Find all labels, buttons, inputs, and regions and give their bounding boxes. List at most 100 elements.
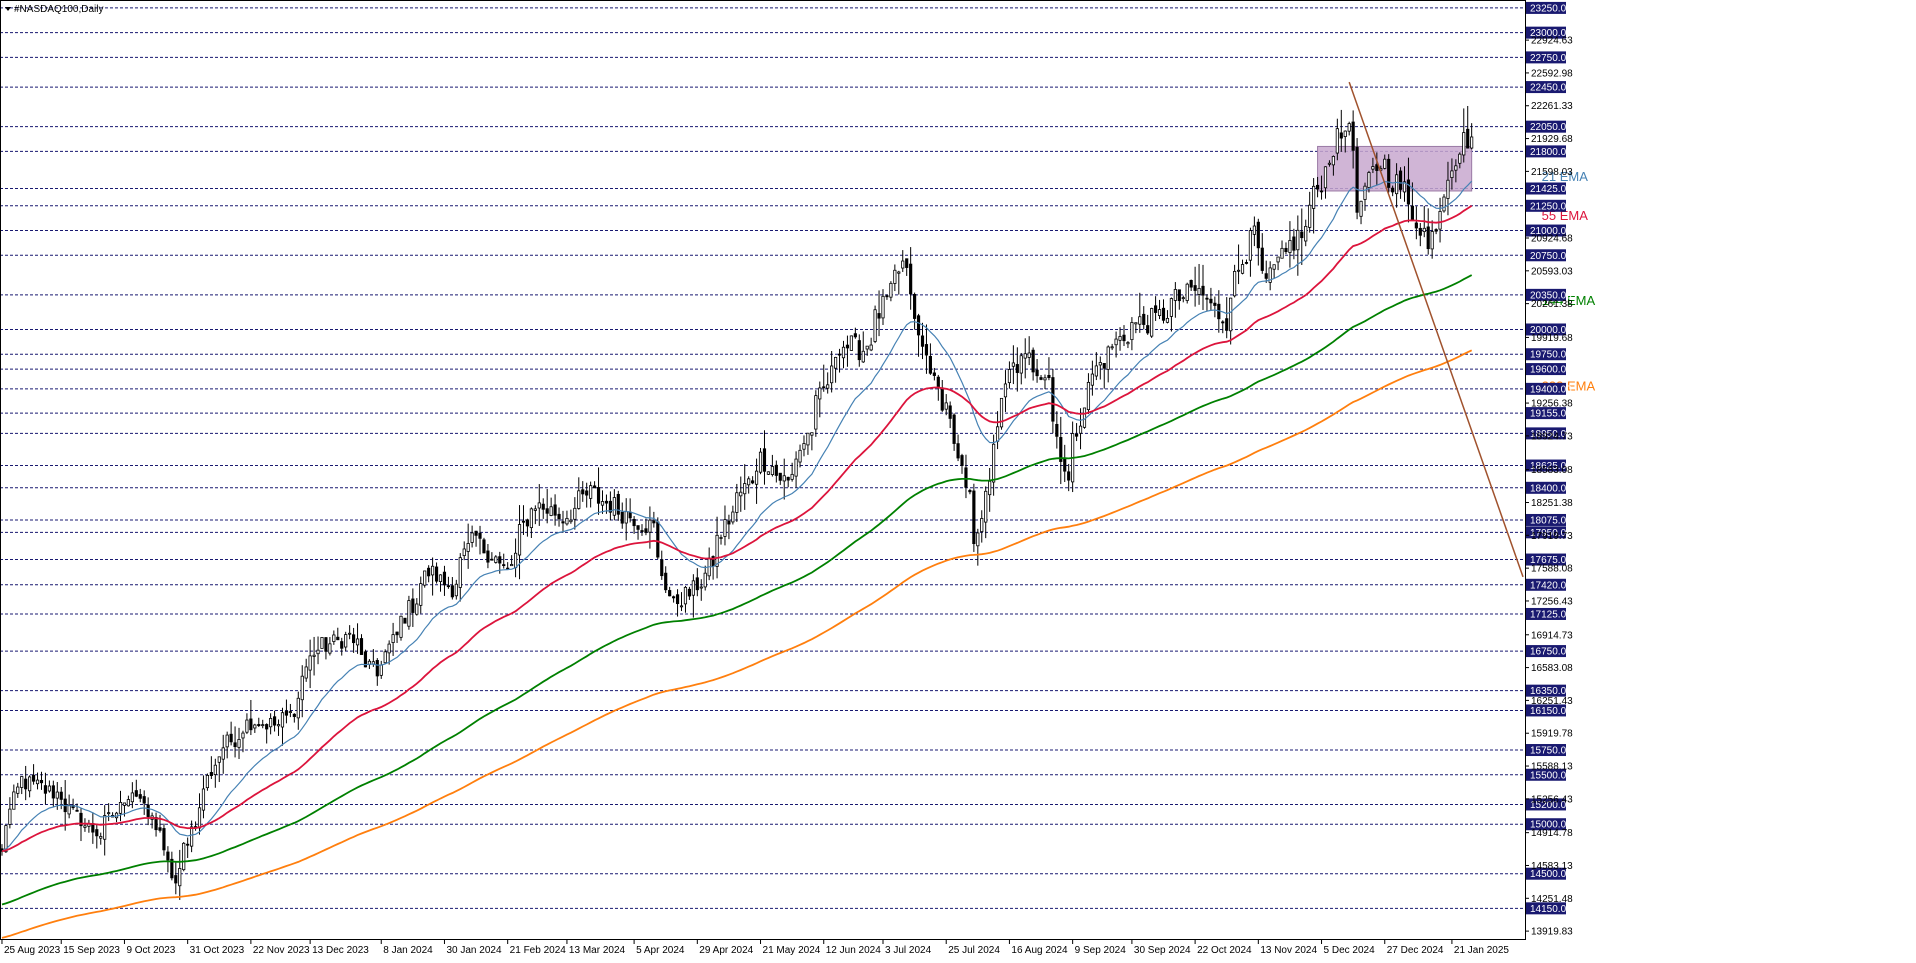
candle-body (462, 548, 466, 557)
candle-body (1106, 346, 1110, 370)
candle-body (1197, 287, 1201, 295)
candle-body (699, 586, 703, 589)
x-tick-label: 29 Apr 2024 (699, 945, 753, 956)
price-level-label: 20000.00 (1530, 325, 1572, 336)
candle-body (1470, 136, 1474, 149)
candle-body (1387, 158, 1391, 188)
candle-body (513, 552, 518, 569)
candle-body (1331, 156, 1335, 166)
candle-body (265, 724, 269, 730)
price-level-label-bg (1526, 526, 1566, 539)
price-level-label: 15000.00 (1530, 820, 1572, 831)
candle-body (1047, 374, 1051, 379)
candle-body (395, 631, 399, 636)
candle-body (502, 564, 506, 567)
candle-body (209, 772, 213, 776)
time-axis[interactable]: 25 Aug 2023 15 Sep 2023 9 Oct 2023 31 Oct 2… (1, 940, 1509, 956)
candle-body (1181, 297, 1185, 300)
y-tick-label: 18924.73 (1531, 431, 1573, 442)
candle-body (561, 521, 565, 524)
candle-body (213, 764, 217, 775)
candle-body (51, 785, 55, 799)
candle-body (980, 518, 984, 533)
candle-body (431, 565, 435, 576)
candle-body (565, 517, 569, 525)
candle-body (770, 466, 774, 476)
candle-body (1296, 229, 1300, 251)
dropdown-triangle-icon[interactable] (5, 7, 11, 11)
candle-body (391, 634, 395, 644)
candle-body (229, 733, 233, 743)
candle-body (4, 825, 8, 853)
candle-body (1015, 364, 1019, 373)
price-level-label-bg (1526, 51, 1566, 64)
price-level-label: 23000.00 (1530, 28, 1572, 39)
candle-body (857, 340, 861, 361)
candle-body (1078, 425, 1083, 434)
candle-body (1193, 285, 1197, 291)
candle-body (1185, 283, 1189, 301)
candle-body (1292, 236, 1296, 251)
price-level-label: 22050.00 (1530, 122, 1572, 133)
candle-body (245, 719, 249, 733)
candle-body (478, 532, 482, 539)
candle-body (166, 851, 170, 861)
candle-body (1236, 269, 1241, 272)
price-level-label: 14150.00 (1530, 904, 1572, 915)
candle-body (632, 518, 636, 527)
trendline[interactable] (1348, 81, 1524, 578)
candle-body (249, 718, 253, 731)
ema-line-233 (1, 349, 1473, 939)
candle-body (427, 567, 431, 577)
price-level-label-bg (1526, 182, 1566, 195)
candle-body (1406, 179, 1411, 205)
y-tick-label: 18583.08 (1531, 465, 1573, 476)
candle-body (1003, 383, 1008, 398)
candle-body (916, 315, 921, 336)
candle-body (845, 344, 850, 349)
price-level-label: 18950.00 (1530, 429, 1572, 440)
candle-body (1256, 221, 1260, 249)
candle-body (1319, 190, 1324, 193)
candle-body (28, 776, 32, 792)
candle-body (1090, 373, 1094, 386)
candle-body (272, 716, 277, 726)
candle-body (537, 502, 541, 509)
candle-body (1351, 121, 1355, 151)
candle-body (1359, 200, 1363, 217)
candle-body (1280, 247, 1284, 259)
candle-body (1122, 334, 1126, 342)
price-level-label-bg (1526, 1, 1566, 14)
candle-body (585, 490, 589, 496)
consolidation-zone (1317, 145, 1473, 192)
candle-body (134, 790, 138, 797)
candle-body (340, 641, 344, 649)
candle-body (758, 451, 763, 473)
candle-body (1173, 289, 1177, 301)
price-axis[interactable]: 23250.00 23000.00 22750.00 22450.00 22050.00… (1525, 1, 1573, 938)
ema-line-55 (1, 205, 1473, 853)
price-level-label: 18075.00 (1530, 515, 1572, 526)
candle-body (976, 532, 980, 547)
x-tick-label: 30 Sep 2024 (1134, 945, 1191, 956)
y-tick-label: 13919.83 (1531, 927, 1573, 938)
candle-body (593, 485, 597, 489)
candle-body (739, 491, 743, 497)
price-level-label-bg (1526, 607, 1566, 620)
candle-body (806, 432, 810, 446)
x-tick-label: 15 Sep 2023 (63, 945, 120, 956)
candle-body (573, 507, 577, 520)
price-level-label-bg (1526, 553, 1566, 566)
candle-body (735, 492, 739, 513)
candle-body (1442, 196, 1446, 212)
candle-body (802, 443, 806, 450)
candle-body (1375, 164, 1379, 171)
candle-body (332, 634, 336, 642)
candle-body (1391, 187, 1395, 193)
candle-body (1304, 225, 1308, 242)
candle-body (1221, 321, 1225, 324)
x-tick-label: 9 Oct 2023 (126, 945, 175, 956)
candle-body (766, 471, 771, 475)
price-level-label: 18625.00 (1530, 461, 1572, 472)
